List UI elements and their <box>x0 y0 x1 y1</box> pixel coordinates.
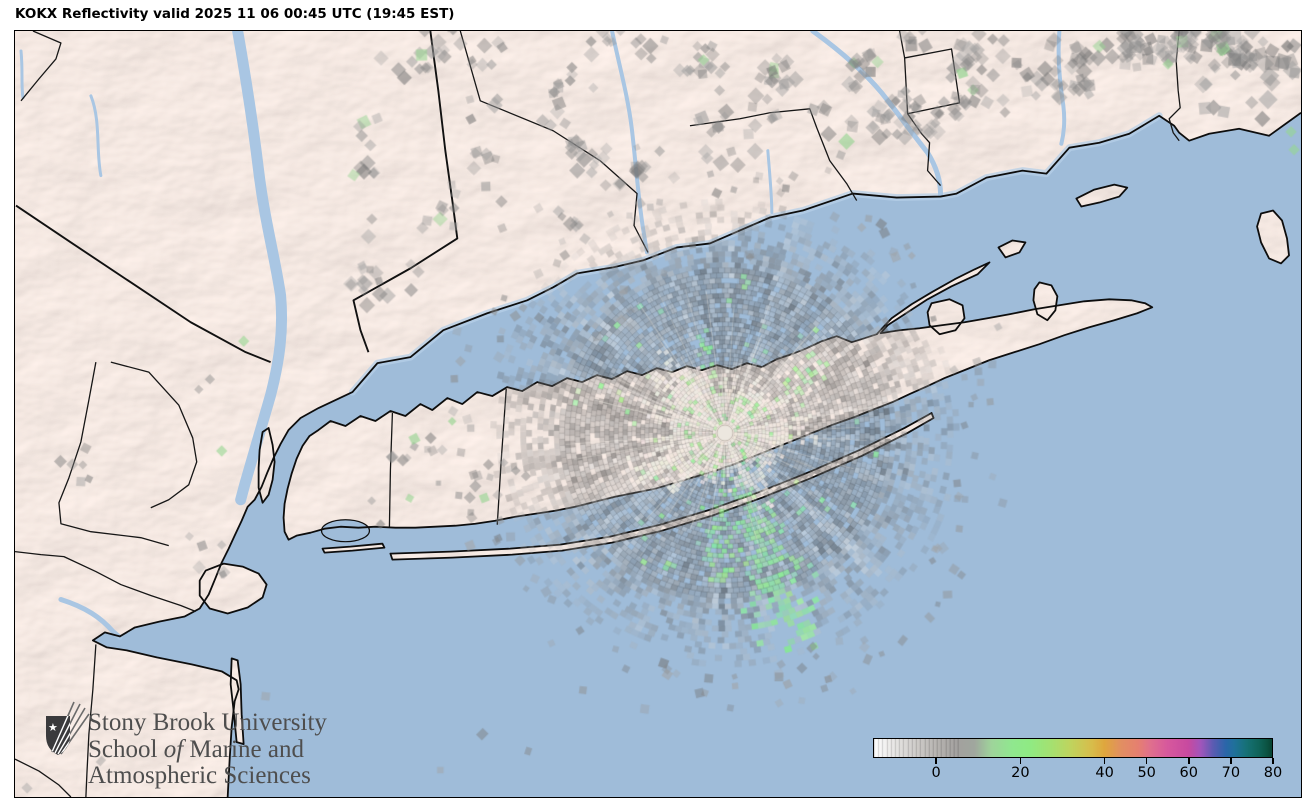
colorbar-tick <box>1103 758 1106 764</box>
logo-line-3: Atmospheric Sciences <box>88 762 311 789</box>
stony-brook-logo: ★ Stony Brook University School of Marin… <box>44 700 374 800</box>
logo-line-1: Stony Brook University <box>88 709 327 736</box>
plot-title: KOKX Reflectivity valid 2025 11 06 00:45… <box>15 6 455 22</box>
colorbar-tick-label: 20 <box>1011 765 1030 781</box>
colorbar-tick <box>1145 758 1148 764</box>
colorbar-tick <box>1230 758 1232 764</box>
colorbar-tick <box>935 758 937 764</box>
colorbar-tick-label: 40 <box>1095 765 1114 781</box>
colorbar-tick-label: 50 <box>1137 765 1156 781</box>
logo-line-2: School of Marine and <box>88 735 304 763</box>
colorbar-tick-label: 0 <box>931 765 941 781</box>
colorbar-tick <box>1019 758 1022 764</box>
colorbar-tick <box>1272 758 1274 764</box>
radar-reflectivity-field <box>15 31 1301 797</box>
logo-text: Stony Brook University School of Marine … <box>88 709 388 790</box>
colorbar-tick <box>1188 758 1190 764</box>
stony-brook-shield-icon: ★ <box>46 701 90 755</box>
colorbar-gradient <box>873 738 1273 758</box>
colorbar-tick-label: 70 <box>1221 765 1241 781</box>
map-area <box>14 30 1302 798</box>
shield-star-icon: ★ <box>48 721 58 734</box>
reflectivity-colorbar: 0 20 40 50 60 70 80 <box>873 738 1282 781</box>
colorbar-tick-label: 60 <box>1179 765 1199 781</box>
colorbar-tick-label: 80 <box>1263 765 1283 781</box>
